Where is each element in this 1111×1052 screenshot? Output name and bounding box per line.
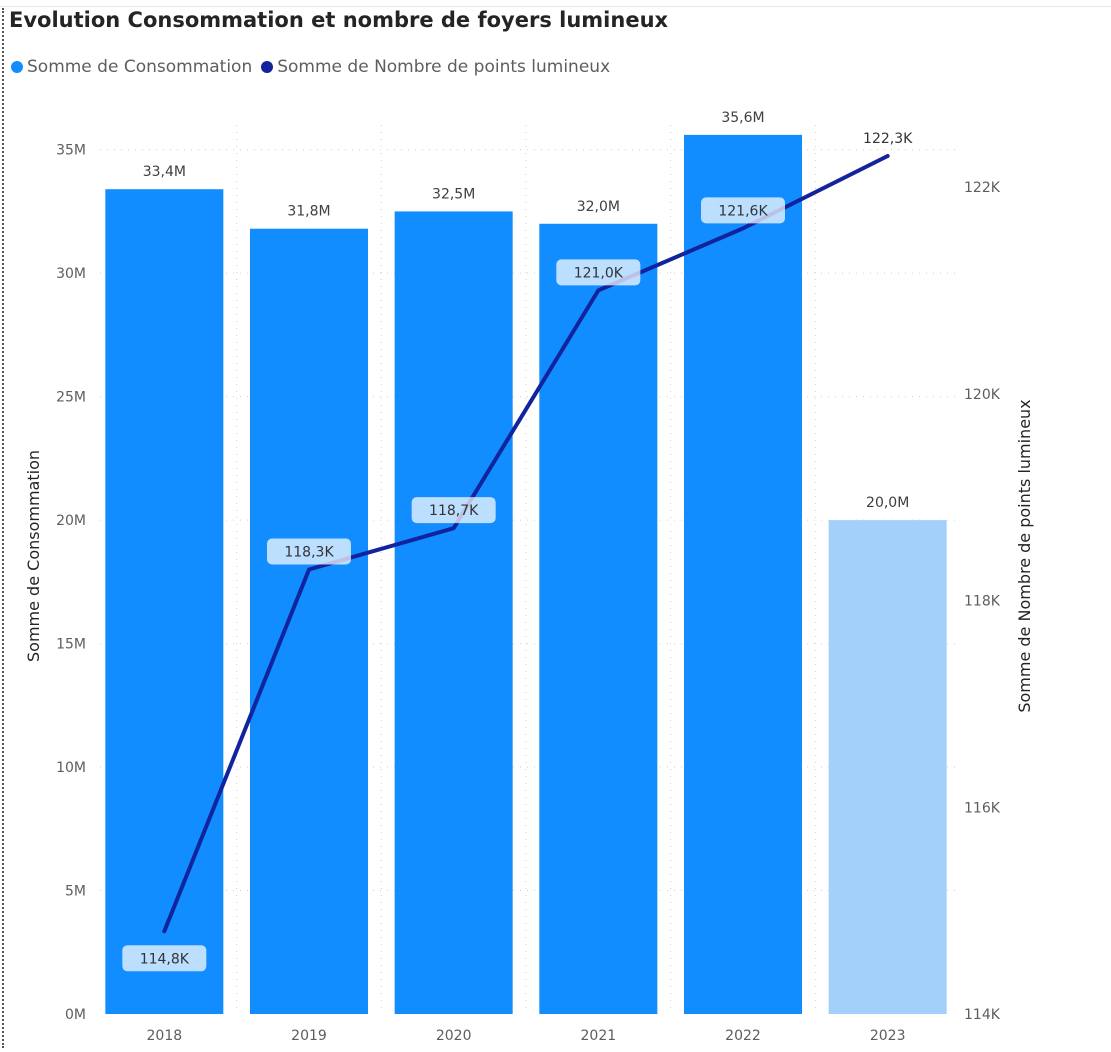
legend-item-points-lumineux[interactable]: Somme de Nombre de points lumineux <box>261 57 610 77</box>
bar-2023[interactable] <box>828 520 947 1014</box>
x-tick-2019: 2019 <box>291 1028 327 1044</box>
y-tick-20m: 20M <box>56 513 86 529</box>
y2-tick-120k: 120K <box>964 387 1001 403</box>
y2-tick-122k: 122K <box>964 180 1001 196</box>
line-label-2018-background <box>122 945 207 972</box>
y-tick-35m: 35M <box>56 143 86 159</box>
legend-label-points-lumineux: Somme de Nombre de points lumineux <box>277 57 611 77</box>
x-tick-2018: 2018 <box>147 1028 183 1044</box>
axes: 0M 5M 10M 15M 20M 25M 30M 35M 114K 116K 118K 120K 12… <box>24 143 1034 1044</box>
line-label-2020: 118,7K <box>429 503 479 519</box>
y2-tick-114k: 114K <box>964 1007 1001 1023</box>
y2-axis-title: Somme de Nombre de points lumineux <box>1015 399 1034 712</box>
x-tick-2022: 2022 <box>725 1028 761 1044</box>
bar-2020[interactable] <box>394 211 513 1015</box>
bar-label-2020: 32,5M <box>432 186 475 202</box>
y2-tick-118k: 118K <box>964 594 1001 610</box>
bar-2019[interactable] <box>250 228 368 1014</box>
bar-2021[interactable] <box>539 223 658 1014</box>
bar-label-2019: 31,8M <box>287 204 330 220</box>
top-divider <box>0 6 1111 7</box>
legend-swatch-consommation <box>11 61 23 73</box>
line-label-2020-background <box>411 497 496 524</box>
chart-title: Evolution Consommation et nombre de foye… <box>9 8 669 32</box>
y-tick-0m: 0M <box>65 1007 86 1023</box>
y-tick-15m: 15M <box>56 637 86 653</box>
bar-2018[interactable] <box>105 189 224 1014</box>
data-labels: 33,4M 31,8M 32,5M 32,0M 35,6M 20,0M 114,8K 118,… <box>122 110 913 972</box>
y-tick-5m: 5M <box>65 884 86 900</box>
x-tick-2023: 2023 <box>870 1028 906 1044</box>
line-label-2018: 114,8K <box>140 951 190 967</box>
bar-label-2021: 32,0M <box>577 199 620 215</box>
y-tick-10m: 10M <box>56 760 86 776</box>
y2-tick-116k: 116K <box>964 800 1001 816</box>
y-axis-title: Somme de Consommation <box>24 450 43 662</box>
line-label-2019: 118,3K <box>284 545 334 561</box>
line-label-2021-background <box>556 259 641 286</box>
bar-label-2022: 35,6M <box>721 110 764 126</box>
bar-2022[interactable] <box>684 134 802 1014</box>
line-label-2022-background <box>701 197 785 224</box>
line-label-2019-background <box>267 538 351 565</box>
bar-series <box>105 134 947 1015</box>
legend: Somme de Consommation Somme de Nombre de… <box>11 56 619 78</box>
visual-selection-border <box>2 8 4 1048</box>
x-tick-2020: 2020 <box>436 1028 472 1044</box>
line-label-2022: 121,6K <box>718 203 768 219</box>
legend-item-consommation[interactable]: Somme de Consommation <box>11 57 252 77</box>
bar-label-2023: 20,0M <box>866 495 909 511</box>
y-tick-25m: 25M <box>56 390 86 406</box>
x-tick-2021: 2021 <box>581 1028 617 1044</box>
legend-label-consommation: Somme de Consommation <box>27 57 253 77</box>
legend-swatch-points-lumineux <box>261 61 274 73</box>
line-label-2023: 122,3K <box>863 131 913 147</box>
line-label-2021: 121,0K <box>574 265 624 281</box>
y-tick-30m: 30M <box>56 266 86 282</box>
bar-label-2018: 33,4M <box>143 164 186 180</box>
